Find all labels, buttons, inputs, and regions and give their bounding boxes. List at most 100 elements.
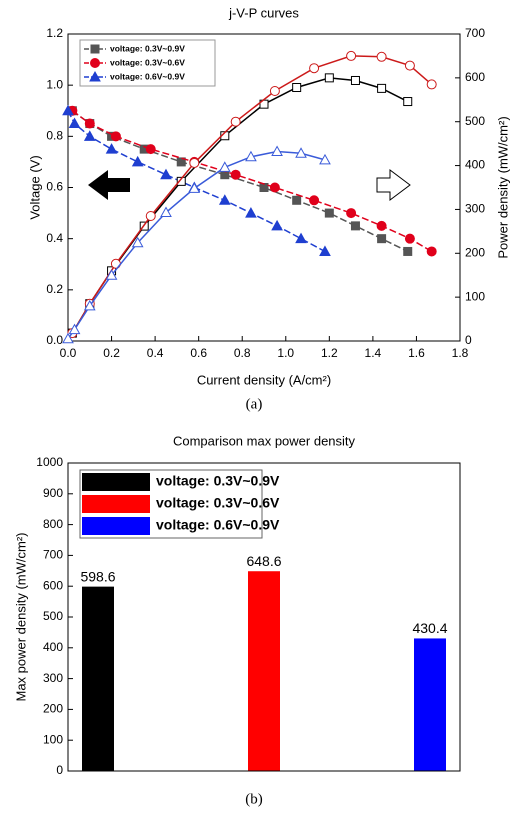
marker bbox=[292, 83, 302, 93]
marker bbox=[218, 161, 231, 172]
y-tick-label: 0.2 bbox=[46, 282, 63, 296]
value-label: 648.6 bbox=[246, 553, 281, 569]
legend-label: voltage: 0.3V~0.6V bbox=[156, 495, 280, 511]
marker bbox=[295, 147, 307, 158]
x-tick-label: 0.4 bbox=[147, 346, 164, 360]
value-label: 598.6 bbox=[80, 568, 115, 584]
marker bbox=[346, 50, 357, 61]
y-tick-label: 0 bbox=[56, 763, 63, 777]
marker bbox=[188, 182, 201, 193]
marker bbox=[62, 332, 74, 344]
x-tick-label: 1.0 bbox=[277, 346, 294, 360]
marker bbox=[84, 118, 95, 129]
marker bbox=[404, 60, 415, 71]
caption: (b) bbox=[245, 791, 263, 807]
y2-tick-label: 700 bbox=[465, 26, 485, 40]
marker bbox=[292, 195, 302, 205]
legend-swatch bbox=[82, 495, 150, 513]
right-arrow bbox=[376, 169, 411, 201]
marker bbox=[189, 157, 200, 168]
marker bbox=[68, 117, 81, 129]
y-tick-label: 0.0 bbox=[46, 333, 63, 347]
left-arrow bbox=[88, 170, 130, 200]
marker bbox=[68, 323, 81, 335]
y-tick-label: 300 bbox=[43, 671, 63, 685]
legend-box bbox=[79, 39, 216, 87]
marker bbox=[245, 150, 257, 162]
y2-axis-label: Power density (mW/cm²) bbox=[495, 116, 510, 258]
y2-tick-label: 400 bbox=[465, 158, 485, 172]
series-line bbox=[71, 55, 433, 334]
y-tick-label: 100 bbox=[43, 732, 63, 746]
marker bbox=[83, 130, 96, 141]
marker bbox=[376, 220, 387, 231]
chart-title: j-V-P curves bbox=[228, 5, 299, 20]
marker bbox=[131, 236, 144, 248]
marker bbox=[403, 246, 413, 256]
series-line bbox=[71, 77, 409, 334]
y2-tick-label: 100 bbox=[465, 289, 485, 303]
plot-frame bbox=[67, 462, 461, 772]
marker bbox=[245, 207, 257, 218]
marker bbox=[89, 70, 101, 82]
y-axis-label: Max power density (mW/cm²) bbox=[13, 532, 28, 701]
bar bbox=[82, 586, 114, 771]
marker bbox=[176, 176, 186, 186]
marker bbox=[90, 44, 100, 54]
marker bbox=[377, 83, 387, 93]
marker bbox=[350, 75, 360, 85]
y2-tick-label: 500 bbox=[465, 114, 485, 128]
value-label: 430.4 bbox=[412, 620, 447, 636]
chart-title: Comparison max power density bbox=[173, 433, 356, 448]
y-axis-label: Voltage (V) bbox=[27, 155, 42, 219]
marker bbox=[309, 63, 320, 74]
legend-label: voltage: 0.3V~0.9V bbox=[156, 473, 280, 489]
legend-swatch bbox=[82, 473, 150, 491]
marker bbox=[350, 221, 360, 231]
y-tick-label: 1.0 bbox=[46, 77, 63, 91]
marker bbox=[324, 208, 334, 218]
y2-tick-label: 300 bbox=[465, 202, 485, 216]
marker bbox=[271, 145, 283, 157]
marker bbox=[90, 58, 100, 68]
marker bbox=[376, 51, 387, 62]
marker bbox=[105, 143, 118, 154]
y-tick-label: 0.8 bbox=[46, 129, 63, 143]
marker bbox=[230, 169, 241, 180]
marker bbox=[160, 206, 172, 217]
x-tick-label: 0.2 bbox=[103, 346, 120, 360]
x-tick-label: 1.6 bbox=[408, 346, 425, 360]
y-tick-label: 800 bbox=[43, 517, 63, 531]
marker bbox=[110, 131, 121, 142]
y-tick-label: 500 bbox=[43, 609, 63, 623]
marker bbox=[324, 73, 334, 83]
y2-tick-label: 200 bbox=[465, 245, 485, 259]
marker bbox=[131, 155, 144, 167]
marker bbox=[271, 219, 283, 231]
marker bbox=[269, 86, 280, 97]
marker bbox=[269, 182, 280, 193]
marker bbox=[218, 194, 231, 205]
x-tick-label: 1.8 bbox=[452, 346, 469, 360]
marker bbox=[426, 246, 437, 257]
legend-label: voltage: 0.6V~0.9V bbox=[110, 71, 185, 81]
legend-label: voltage: 0.6V~0.9V bbox=[156, 517, 280, 533]
y-tick-label: 200 bbox=[43, 702, 63, 716]
marker bbox=[309, 195, 320, 206]
marker bbox=[62, 104, 74, 116]
x-axis-label: Current density (A/cm²) bbox=[197, 372, 331, 387]
marker bbox=[377, 234, 387, 244]
marker bbox=[145, 144, 156, 155]
y-tick-label: 0.4 bbox=[46, 231, 63, 245]
caption: (a) bbox=[246, 396, 263, 412]
marker bbox=[404, 233, 415, 244]
marker bbox=[176, 157, 186, 167]
marker bbox=[346, 208, 357, 219]
legend-label: voltage: 0.3V~0.9V bbox=[110, 43, 185, 53]
x-tick-label: 1.2 bbox=[321, 346, 338, 360]
marker bbox=[295, 232, 307, 244]
marker bbox=[83, 299, 96, 311]
x-tick-label: 0.6 bbox=[190, 346, 207, 360]
marker bbox=[319, 153, 331, 165]
